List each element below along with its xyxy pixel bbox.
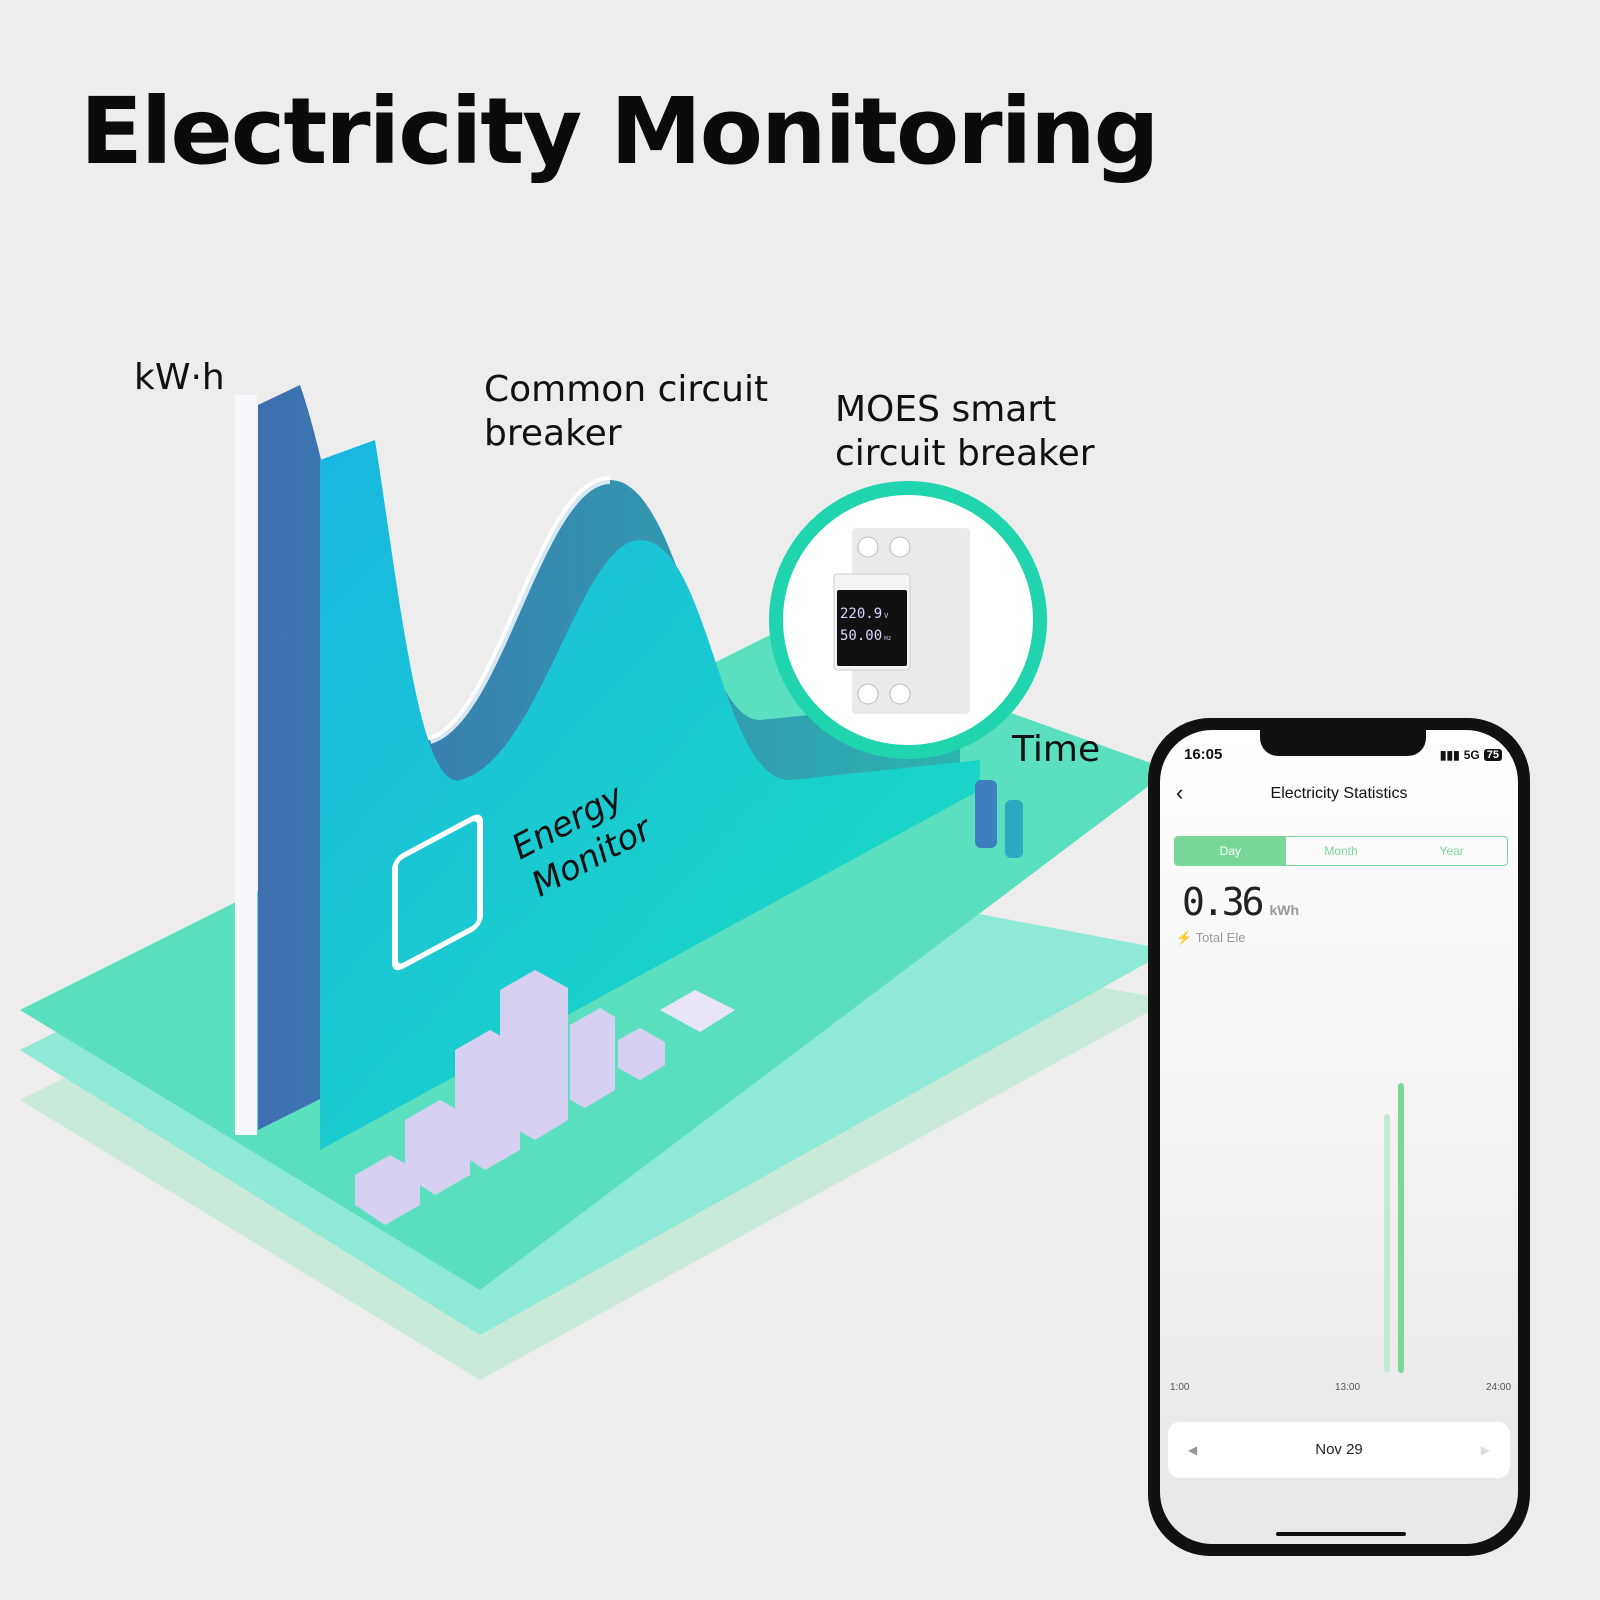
total-label-text: Total Ele	[1195, 930, 1246, 945]
tab-month[interactable]: Month	[1324, 844, 1358, 858]
tab-year[interactable]: Year	[1439, 844, 1464, 858]
screen-title: Electricity Statistics	[1270, 785, 1408, 802]
label-line: Common circuit	[484, 369, 769, 410]
time-cylinder	[975, 780, 997, 848]
total-unit: kWh	[1269, 902, 1300, 918]
status-time: 16:05	[1184, 746, 1223, 763]
prev-date-icon[interactable]: ◀	[1188, 1443, 1198, 1457]
usage-chart	[1180, 1030, 1500, 1373]
monitor-icon	[392, 814, 483, 971]
phone-screen: 16:05 ▮▮▮ 5G 75 ‹ Electricity Statistics…	[1160, 730, 1518, 1544]
x-axis-label: Time	[1012, 729, 1101, 770]
x-tick: 1:00	[1170, 1382, 1190, 1393]
moes-breaker-wave	[320, 440, 980, 1150]
period-tabs: Day Month Year	[1174, 836, 1508, 866]
y-axis-label: kW·h	[134, 357, 225, 398]
battery-icon: 75	[1483, 749, 1502, 761]
notch	[1260, 730, 1426, 756]
lightning-icon: ⚡	[1176, 930, 1193, 945]
usage-bar[interactable]	[1397, 1083, 1404, 1373]
next-date-icon[interactable]: ▶	[1480, 1443, 1490, 1457]
total-label: ⚡ Total Ele	[1176, 930, 1245, 946]
label-line: circuit breaker	[835, 433, 1095, 474]
x-tick: 24:00	[1486, 1382, 1512, 1393]
status-icons: ▮▮▮ 5G 75	[1440, 748, 1502, 762]
total-value: 0.36	[1182, 880, 1264, 924]
network-type: 5G	[1463, 748, 1480, 762]
moes-breaker-device	[833, 528, 970, 714]
label-line: breaker	[484, 413, 622, 454]
voltage-readout: 220.9 V	[840, 606, 889, 622]
total-row: 0.36 kWh	[1182, 880, 1299, 924]
common-breaker-label: Common circuit breaker	[484, 368, 768, 456]
phone: 16:05 ▮▮▮ 5G 75 ‹ Electricity Statistics…	[1148, 718, 1530, 1556]
voltage-unit: V	[884, 612, 889, 620]
usage-bar[interactable]	[1383, 1113, 1390, 1373]
home-indicator	[1276, 1532, 1406, 1536]
frequency-unit: Hz	[884, 635, 892, 642]
page-title: Electricity Monitoring	[80, 78, 1159, 185]
date-selector: ◀ Nov 29 ▶	[1168, 1422, 1510, 1478]
tab-day[interactable]: Day	[1175, 837, 1286, 865]
x-tick: 13:00	[1335, 1382, 1361, 1393]
time-cylinder	[1005, 800, 1023, 858]
moes-breaker-label: MOES smart circuit breaker	[835, 388, 1095, 476]
frequency-value: 50.00	[840, 628, 882, 644]
current-date: Nov 29	[1315, 1441, 1363, 1458]
signal-icon: ▮▮▮	[1439, 748, 1460, 762]
back-chevron-icon[interactable]: ‹	[1176, 780, 1184, 805]
bar-blocks	[355, 970, 735, 1225]
voltage-value: 220.9	[840, 606, 882, 622]
label-line: MOES smart	[835, 389, 1057, 430]
frequency-readout: 50.00 Hz	[840, 628, 892, 644]
axis-wall	[235, 395, 257, 1135]
